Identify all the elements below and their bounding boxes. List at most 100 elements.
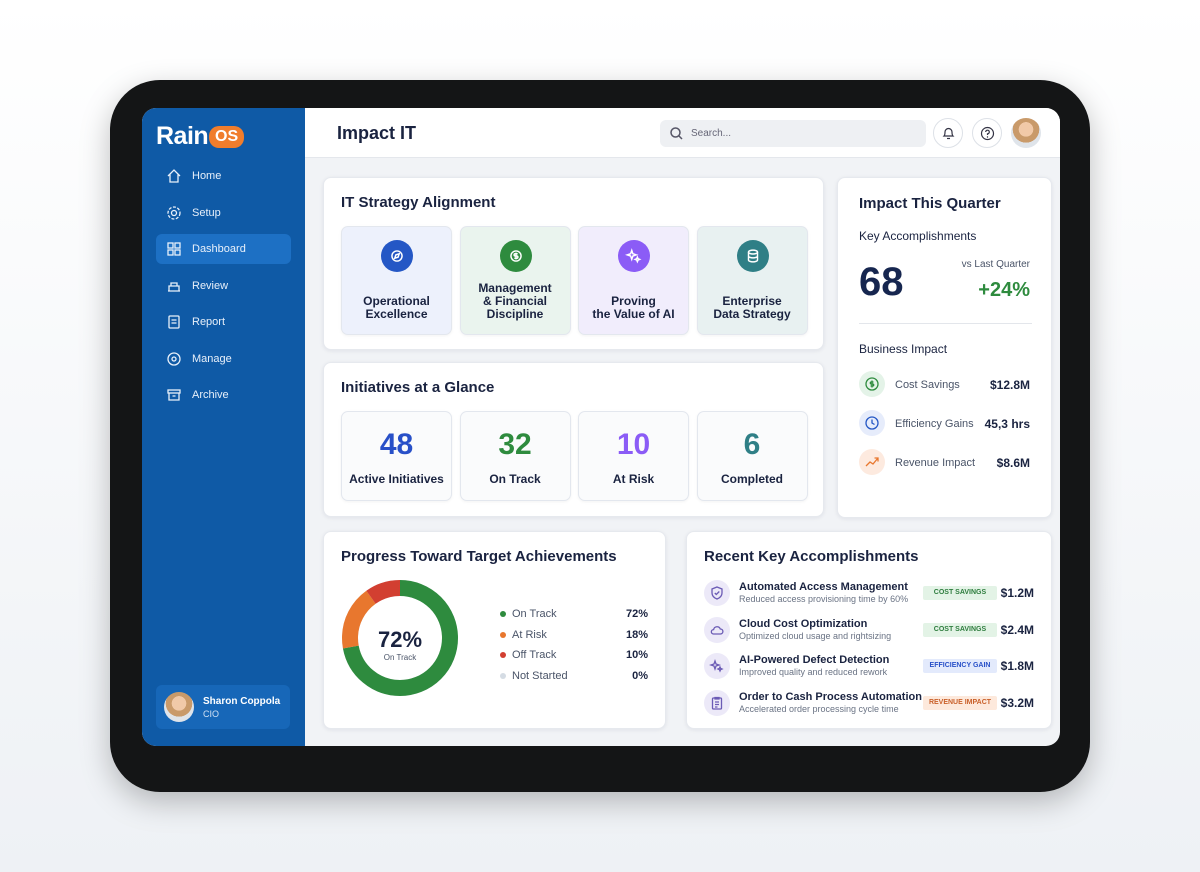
legend-value: 10% [625, 649, 648, 662]
initiative-label: Completed [720, 472, 783, 486]
nav-label: Archive [192, 389, 229, 401]
nav-item[interactable]: Report [156, 307, 291, 337]
nav-item[interactable]: Archive [156, 380, 291, 410]
accomplishment-icon [704, 689, 730, 716]
impact-label: Revenue Impact [895, 457, 976, 469]
strategy-card: IT Strategy Alignment Operational Excell… [323, 177, 824, 350]
legend-dot [500, 631, 506, 638]
accomplishment-subtitle: Optimized cloud usage and rightsizing [739, 630, 892, 641]
user-role: CIO [203, 709, 220, 719]
legend-dot [500, 673, 506, 680]
strategy-tile[interactable]: Enterprise Data Strategy [696, 226, 808, 335]
accomplishment-tag: REVENUE IMPACT [923, 695, 997, 710]
help-icon [980, 126, 995, 141]
screen: Rain OS Sharon Coppola CIO Home Setup Dash… [142, 108, 1060, 746]
logo-badge: OS [209, 126, 245, 148]
icon [711, 696, 723, 710]
initiative-value: 48 [379, 428, 414, 461]
legend-value: 72% [625, 608, 648, 620]
nav-label: Review [192, 279, 229, 292]
impact-icon [859, 449, 885, 475]
progress-card: Progress Toward Target Achievements 72% … [323, 531, 666, 729]
donut-segment [342, 580, 458, 696]
search-box[interactable]: Search... [660, 120, 926, 147]
user-avatar [164, 692, 194, 722]
card-title: Progress Toward Target Achievements [341, 548, 617, 565]
strategy-label: Management & Financial Discipline [478, 281, 552, 321]
initiative-tile[interactable]: 6 Completed [696, 411, 808, 501]
legend-name: Off Track [512, 649, 557, 662]
icon [509, 250, 522, 262]
icon [708, 658, 724, 673]
impact-value: 45,3 hrs [984, 417, 1030, 431]
strategy-icon [618, 240, 650, 272]
accomplishment-value: $1.2M [1000, 586, 1034, 600]
nav-item[interactable]: Review [156, 271, 291, 301]
initiatives-card: Initiatives at a Glance 48 Active Initiat… [323, 362, 824, 517]
user-name: Sharon Coppola [203, 696, 281, 707]
impact-icon [859, 410, 885, 436]
nav-item[interactable]: Dashboard [156, 234, 291, 264]
icon [167, 169, 181, 183]
nav-label: Setup [192, 206, 221, 219]
user-card[interactable]: Sharon Coppola CIO [156, 685, 290, 729]
accomplishment-title: Cloud Cost Optimization [739, 617, 868, 630]
legend-dot [500, 652, 506, 659]
nav-item[interactable]: Setup [156, 198, 291, 228]
help-button[interactable] [972, 118, 1002, 148]
initiative-tile[interactable]: 48 Active Initiatives [341, 411, 452, 501]
impact-value: $8.6M [996, 456, 1030, 470]
header-avatar[interactable] [1011, 118, 1041, 148]
accomplishments-card: Recent Key Accomplishments Automated Acc… [686, 531, 1052, 729]
strategy-tile[interactable]: Operational Excellence [341, 226, 452, 335]
impact-value: $12.8M [989, 378, 1030, 392]
accomplishment-title: AI-Powered Defect Detection [739, 654, 890, 666]
nav-label: Dashboard [192, 243, 246, 255]
key-value: 68 [859, 260, 904, 304]
change: +24% [978, 279, 1030, 301]
card-title: IT Strategy Alignment [341, 194, 496, 211]
nav-label: Manage [192, 352, 232, 365]
accomplishment-value: $3.2M [1000, 695, 1034, 710]
business-title: Business Impact [859, 342, 948, 356]
comparison-label: vs Last Quarter [961, 259, 1030, 270]
nav-item[interactable]: Home [156, 161, 291, 191]
accomplishment-icon [704, 653, 730, 679]
strategy-icon [499, 240, 532, 272]
search-placeholder: Search... [691, 128, 732, 139]
legend-value: 0% [632, 670, 648, 683]
icon [865, 416, 879, 430]
accomplishment-subtitle: Accelerated order processing cycle time [739, 703, 899, 714]
initiative-value: 6 [743, 428, 761, 461]
accomplishment-icon [704, 616, 730, 643]
legend-value: 18% [625, 628, 648, 641]
search-icon [670, 127, 683, 140]
impact-label: Efficiency Gains [895, 418, 974, 430]
strategy-label: Enterprise Data Strategy [713, 294, 791, 321]
legend-name: On Track [512, 608, 557, 620]
donut-chart [342, 580, 458, 696]
card-title: Initiatives at a Glance [341, 379, 495, 396]
strategy-tile[interactable]: Proving the Value of AI [578, 226, 689, 335]
initiative-tile[interactable]: 32 On Track [459, 411, 571, 501]
bell-icon [942, 127, 955, 140]
icon [865, 377, 879, 391]
header: Impact IT Search... [305, 108, 1060, 158]
strategy-label: Proving the Value of AI [592, 294, 675, 321]
nav-label: Report [192, 316, 226, 328]
strategy-tile[interactable]: Management & Financial Discipline [459, 226, 571, 335]
nav-label: Home [192, 170, 222, 182]
accomplishment-subtitle: Reduced access provisioning time by 60% [739, 594, 909, 604]
nav-item[interactable]: Manage [156, 344, 291, 374]
icon [167, 351, 181, 366]
legend-name: Not Started [512, 670, 568, 683]
icon [624, 248, 642, 264]
notifications-button[interactable] [933, 118, 963, 148]
icon [391, 250, 403, 262]
accomplishment-tag: COST SAVINGS [923, 586, 997, 600]
accomplishment-tag: EFFICIENCY GAIN [923, 659, 997, 673]
initiative-label: Active Initiatives [349, 472, 444, 486]
accomplishment-title: Automated Access Management [739, 581, 908, 593]
initiative-tile[interactable]: 10 At Risk [578, 411, 689, 501]
